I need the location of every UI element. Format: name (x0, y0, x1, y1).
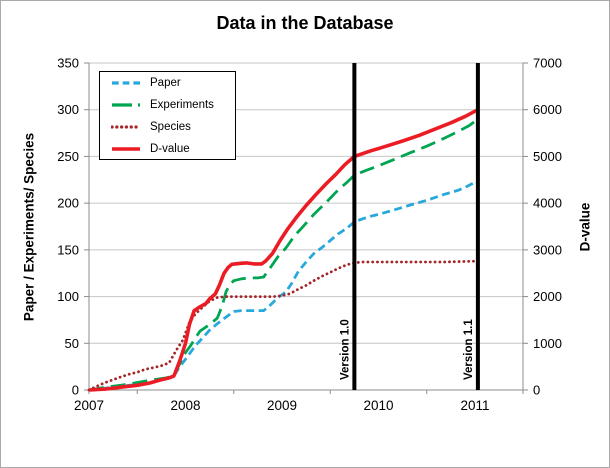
series-line-species (87, 259, 480, 392)
svg-text:3000: 3000 (533, 242, 562, 257)
svg-text:2009: 2009 (267, 398, 297, 413)
svg-text:6000: 6000 (533, 102, 562, 117)
svg-text:2011: 2011 (460, 398, 489, 413)
legend-label: Paper (150, 76, 181, 89)
series-line-d-value (88, 108, 479, 392)
svg-text:1000: 1000 (533, 336, 562, 351)
series-line-paper (88, 179, 479, 392)
svg-text:4000: 4000 (533, 196, 562, 211)
legend: Paper Experiments Species D-value (99, 71, 236, 160)
annotation-label: Version 1.0 (339, 319, 351, 380)
svg-text:100: 100 (57, 289, 79, 304)
annotation-label: Version 1.1 (463, 319, 475, 380)
svg-text:2010: 2010 (363, 398, 393, 413)
svg-text:2007: 2007 (74, 398, 104, 413)
legend-line-sample (112, 102, 140, 107)
svg-text:350: 350 (57, 56, 79, 71)
axis-lines (88, 63, 524, 391)
svg-text:200: 200 (57, 196, 79, 211)
legend-label: D-value (150, 142, 190, 155)
legend-label: Species (150, 120, 191, 133)
svg-text:2000: 2000 (533, 289, 562, 304)
chart-title: Data in the Database (216, 13, 394, 33)
svg-text:50: 50 (65, 336, 79, 351)
legend-line-sample (112, 80, 140, 85)
axis-tick-labels: 0 0 50 1000 100 2000 150 3000 200 4000 250 5000 300 6… (57, 56, 562, 414)
svg-text:0: 0 (533, 383, 540, 398)
legend-line-sample (111, 124, 141, 129)
legend-item-experiments: Experiments (111, 97, 235, 113)
legend-line-sample (112, 146, 140, 151)
svg-text:0: 0 (72, 383, 79, 398)
svg-text:5000: 5000 (533, 149, 562, 164)
legend-item-d-value: D-value (111, 141, 235, 157)
legend-item-paper: Paper (111, 75, 235, 91)
svg-text:300: 300 (57, 102, 79, 117)
svg-text:2008: 2008 (170, 398, 200, 413)
legend-item-species: Species (111, 119, 235, 135)
svg-text:250: 250 (57, 149, 79, 164)
svg-text:7000: 7000 (533, 56, 562, 71)
legend-label: Experiments (150, 98, 214, 111)
svg-text:150: 150 (57, 242, 79, 257)
